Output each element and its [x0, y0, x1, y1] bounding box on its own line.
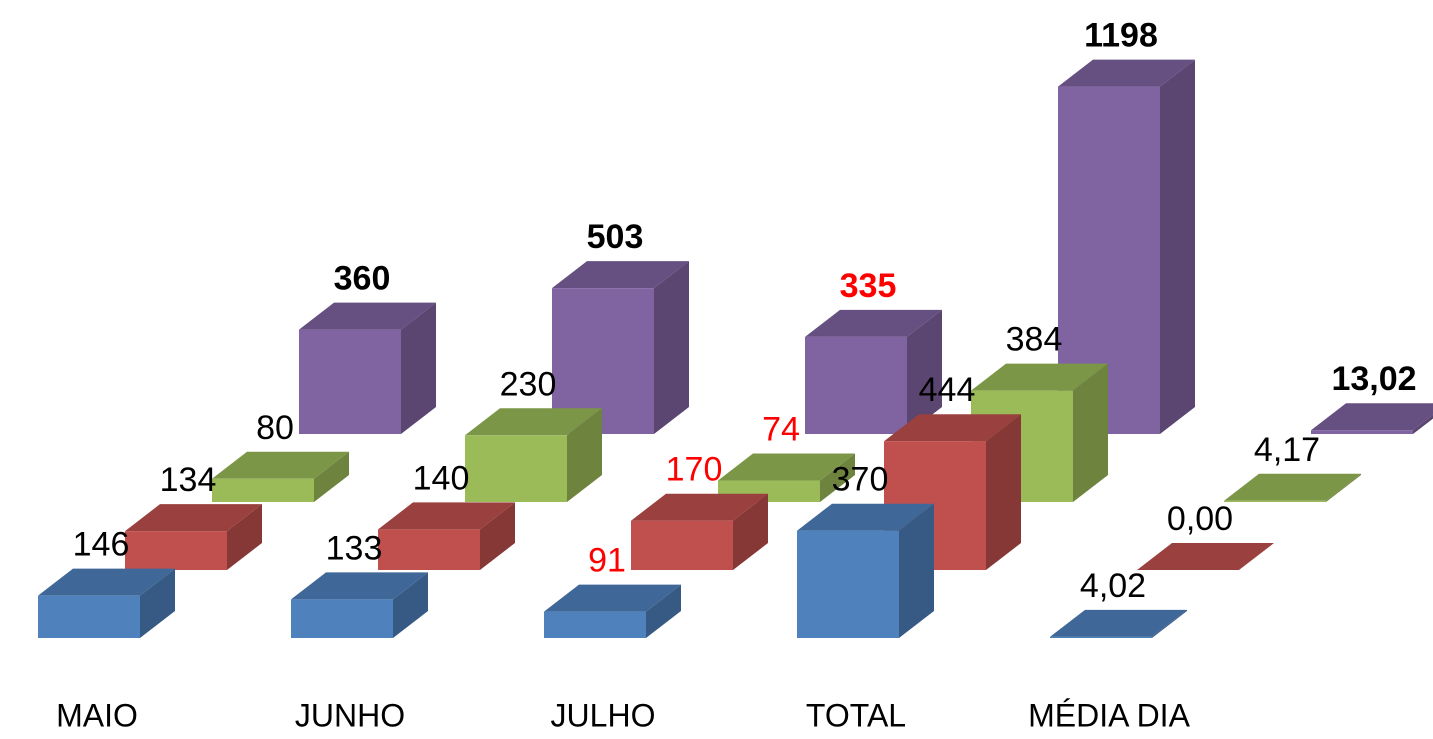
- data-label: 170: [666, 451, 723, 489]
- bar-front: [805, 336, 907, 434]
- bar-side: [1160, 59, 1195, 434]
- bar-side: [393, 572, 428, 638]
- bar-top: [884, 414, 1021, 442]
- bar-top: [718, 453, 855, 481]
- bar-side: [646, 584, 681, 638]
- data-label: 444: [919, 371, 976, 409]
- bar-side: [1073, 363, 1108, 502]
- bar-top: [378, 502, 515, 530]
- bar: [299, 302, 436, 434]
- bar-front: [544, 611, 646, 638]
- bar-side: [314, 451, 349, 502]
- bar-top: [1224, 473, 1361, 501]
- data-label: 91: [588, 542, 626, 580]
- bar-top: [125, 504, 262, 532]
- bar: [125, 504, 262, 570]
- x-tick-label: MÉDIA DIA: [1028, 697, 1190, 733]
- bar-top: [971, 363, 1108, 391]
- bar-front: [291, 599, 393, 638]
- bar: [1137, 543, 1274, 570]
- bar: [544, 584, 681, 638]
- bar-side: [907, 309, 942, 434]
- bar-top: [299, 302, 436, 330]
- bar-front: [1224, 500, 1326, 502]
- bar: [805, 309, 942, 434]
- data-label: 4,02: [1080, 567, 1146, 605]
- data-label: 370: [832, 461, 889, 499]
- bar-side: [227, 504, 262, 570]
- data-label: 133: [326, 529, 383, 567]
- bar-side: [1326, 473, 1361, 502]
- bar: [884, 414, 1021, 570]
- data-label: 140: [413, 459, 470, 497]
- bar-side: [140, 568, 175, 638]
- bar-side: [480, 502, 515, 570]
- bar-side: [899, 503, 934, 638]
- bar-top: [38, 568, 175, 596]
- bar-front: [125, 531, 227, 570]
- data-label: 360: [334, 260, 391, 298]
- bar-side: [654, 261, 689, 434]
- bar: [212, 451, 349, 502]
- bar-top: [1137, 543, 1274, 570]
- bar: [1311, 403, 1433, 434]
- bar-top: [212, 451, 349, 479]
- bar-front: [299, 329, 401, 434]
- bar-side: [567, 408, 602, 502]
- bar: [971, 363, 1108, 502]
- bar-side: [820, 453, 855, 502]
- data-label: 13,02: [1331, 360, 1416, 398]
- bar-top: [631, 493, 768, 521]
- x-tick-label: TOTAL: [806, 697, 906, 733]
- data-label: 503: [587, 218, 644, 256]
- bar-top: [291, 572, 428, 600]
- bar-top: [1058, 59, 1195, 87]
- bar: [1058, 59, 1195, 434]
- bar-side: [1152, 609, 1187, 638]
- bar: [378, 502, 515, 570]
- bar: [1050, 609, 1187, 638]
- bar: [291, 572, 428, 638]
- bar-top: [465, 408, 602, 436]
- data-label: 335: [840, 267, 897, 305]
- bar-side: [401, 302, 436, 434]
- bar: [797, 503, 934, 638]
- bar-front: [38, 595, 140, 638]
- bar: [465, 408, 602, 502]
- bar-top: [1311, 403, 1433, 431]
- bar-top: [805, 309, 942, 337]
- bar-top: [797, 503, 934, 531]
- bar-top: [544, 584, 681, 612]
- bar-top: [1050, 609, 1187, 637]
- bar: [38, 568, 175, 638]
- data-label: 384: [1006, 321, 1063, 359]
- bar-front: [378, 529, 480, 570]
- data-label: 4,17: [1254, 431, 1320, 469]
- bar-front: [631, 520, 733, 570]
- bar-front: [1311, 430, 1413, 434]
- bar-side: [986, 414, 1021, 570]
- x-tick-label: MAIO: [56, 697, 138, 733]
- bar-side: [733, 493, 768, 570]
- bar-front: [212, 478, 314, 502]
- data-label: 146: [73, 526, 130, 564]
- bar-front: [465, 435, 567, 502]
- data-label: 0,00: [1167, 500, 1233, 538]
- bar: [718, 453, 855, 502]
- data-label: 80: [256, 409, 294, 447]
- data-label: 134: [160, 461, 217, 499]
- data-label: 1198: [1084, 17, 1158, 55]
- bar: [631, 493, 768, 570]
- bar: [552, 261, 689, 434]
- x-tick-label: JULHO: [551, 697, 656, 733]
- bar-front: [1050, 636, 1152, 638]
- data-label: 74: [762, 411, 800, 449]
- bar-front: [797, 530, 899, 638]
- bar-side: [1413, 414, 1433, 434]
- bar-top: [552, 261, 689, 289]
- bar: [1224, 473, 1361, 502]
- data-label: 230: [500, 365, 557, 403]
- x-tick-label: JUNHO: [295, 697, 405, 733]
